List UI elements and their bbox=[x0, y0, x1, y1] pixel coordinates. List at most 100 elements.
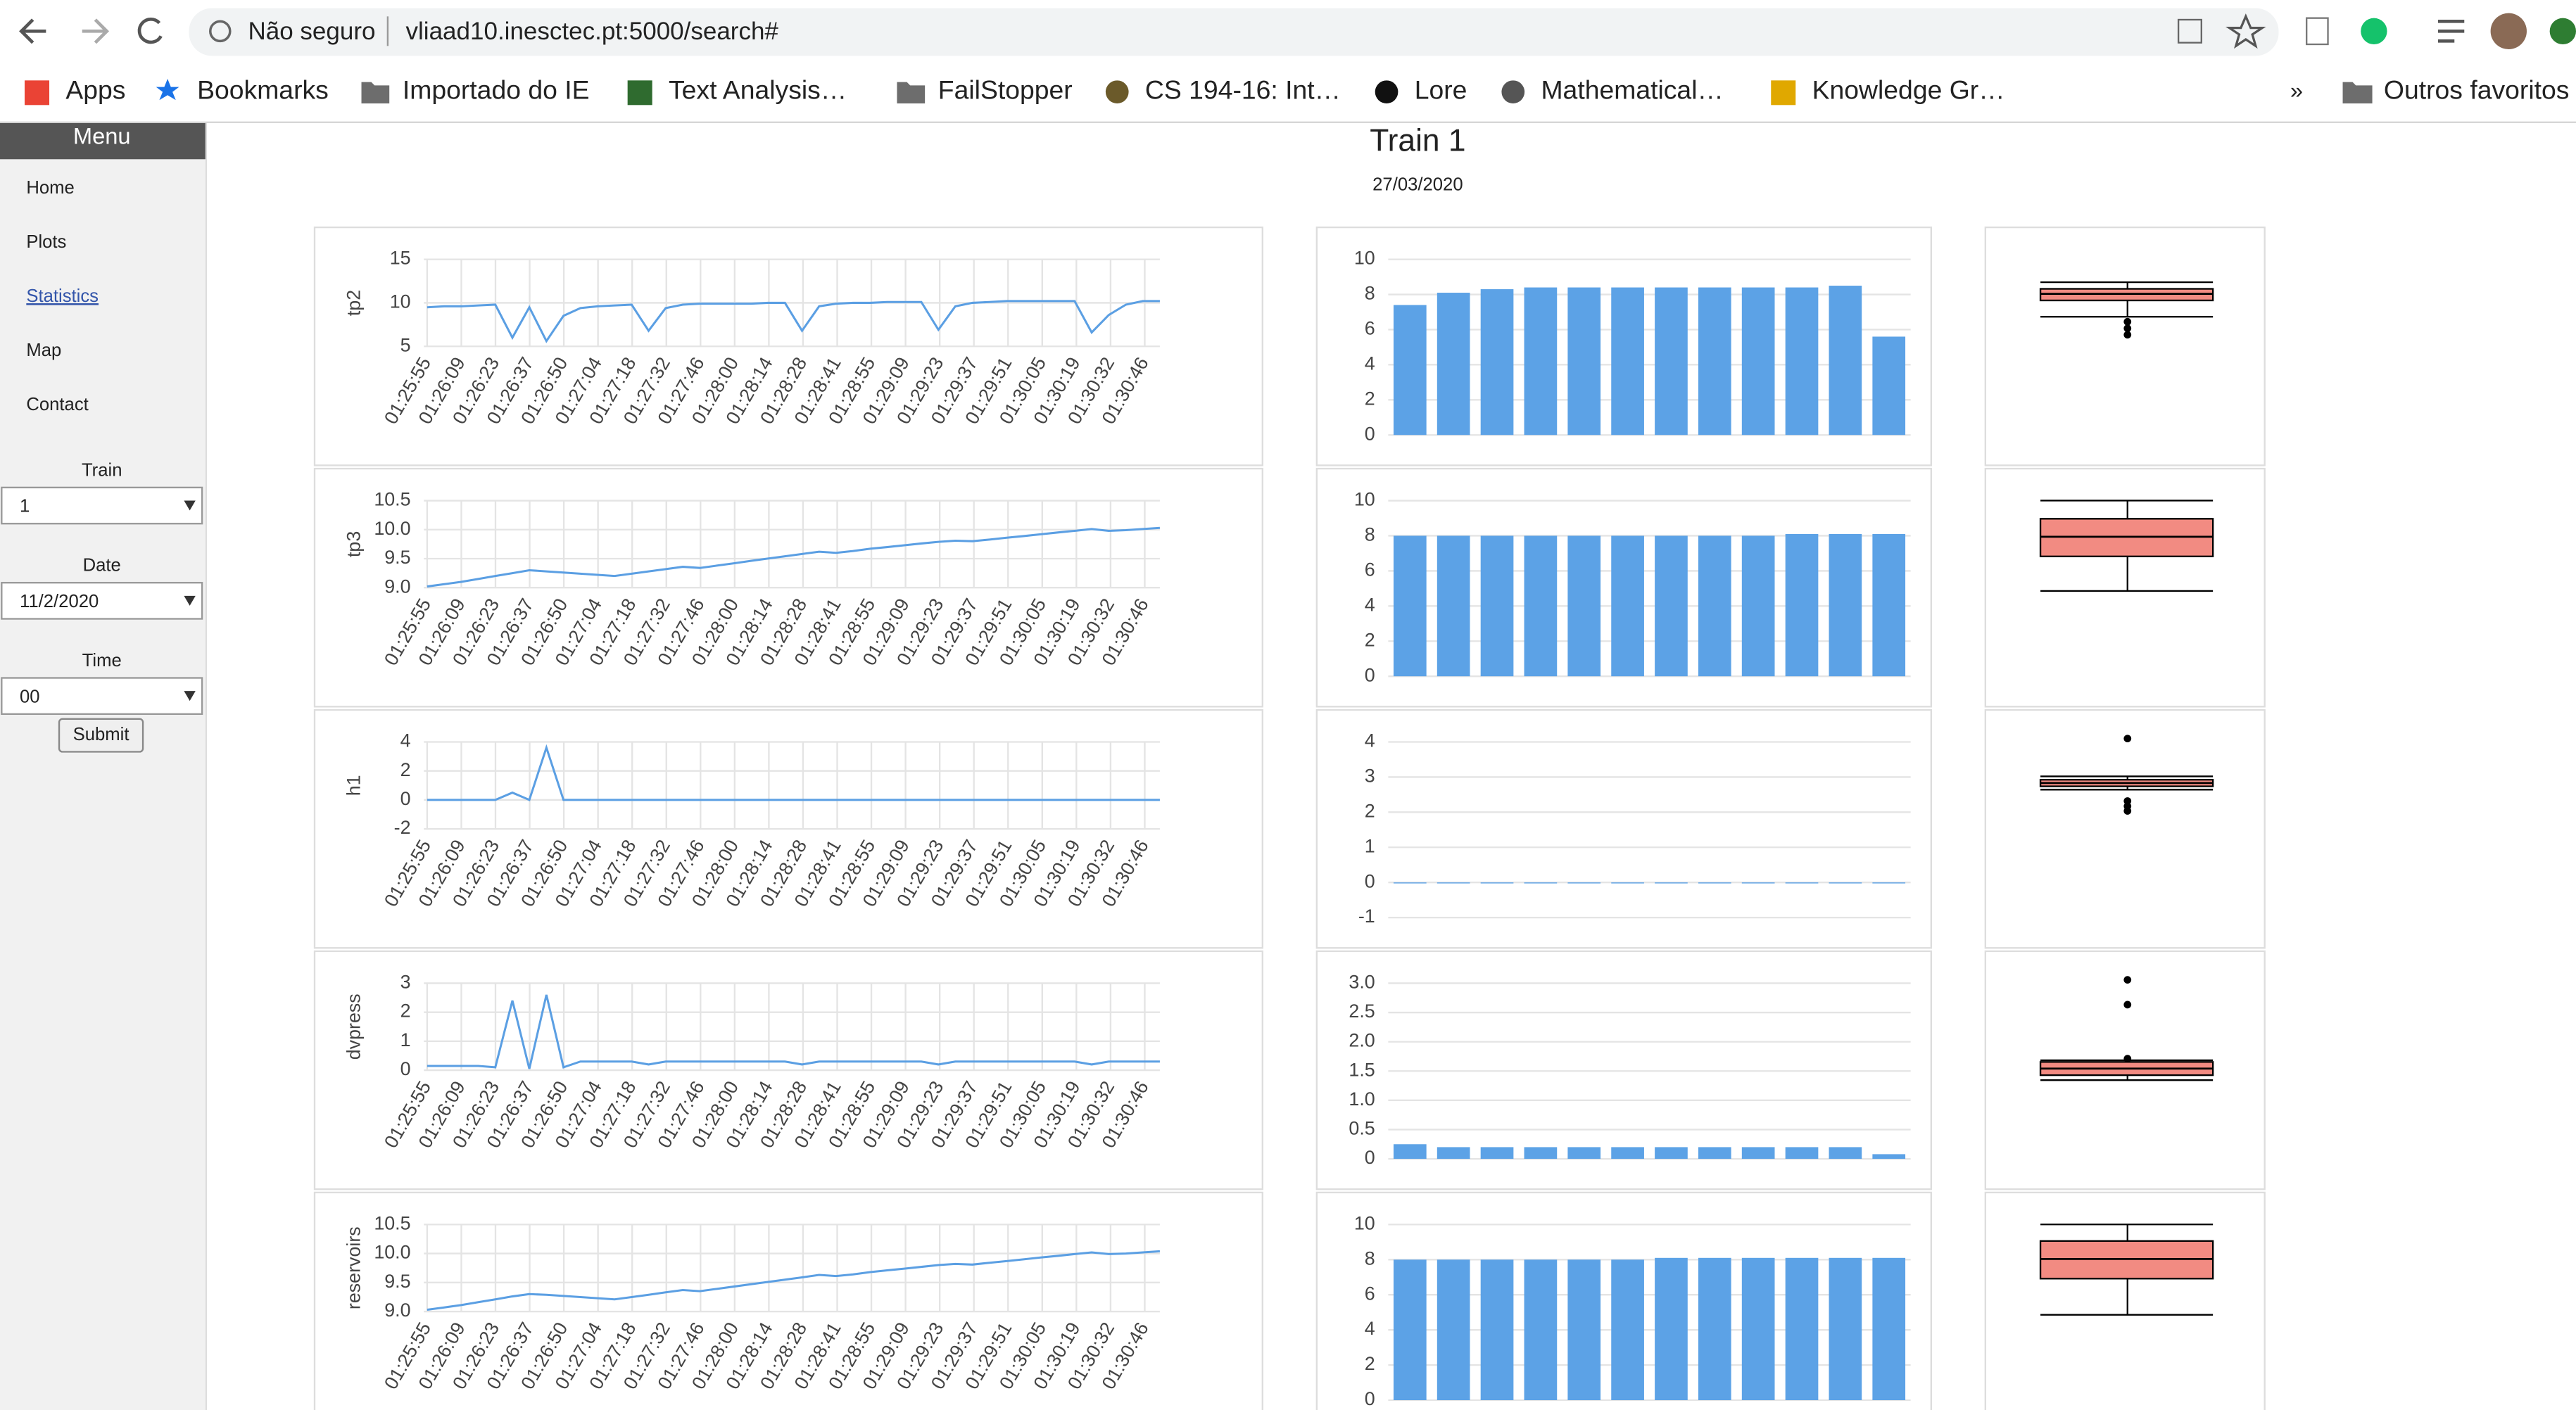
y-tick-label: 8 bbox=[1365, 1247, 1375, 1269]
y-tick-label: 6 bbox=[1365, 559, 1375, 580]
bar bbox=[1524, 1259, 1558, 1401]
y-tick-label: 2.5 bbox=[1349, 1001, 1375, 1022]
bookmarks-bar bbox=[0, 62, 2576, 122]
y-tick-label: 2 bbox=[400, 759, 411, 780]
bar bbox=[1785, 533, 1819, 677]
bookmarks: Apps Bookmarks Importado do IE Text Analysi… bbox=[25, 75, 2005, 106]
y-tick-label: -2 bbox=[394, 817, 411, 838]
y-tick-label: 2.0 bbox=[1349, 1030, 1375, 1051]
nav-link[interactable]: Plots bbox=[26, 232, 66, 252]
y-tick-label: 0 bbox=[1365, 870, 1375, 891]
y-axis-title: h1 bbox=[343, 775, 364, 796]
grammarly-icon[interactable] bbox=[2361, 18, 2387, 44]
y-tick-label: 10 bbox=[1354, 1212, 1375, 1233]
bar bbox=[1393, 882, 1427, 884]
bar bbox=[1437, 535, 1470, 677]
y-axis-title: tp3 bbox=[343, 531, 364, 557]
select-box[interactable] bbox=[1, 677, 203, 715]
media-icon[interactable] bbox=[2437, 19, 2465, 43]
bookmark-icon bbox=[156, 78, 179, 101]
other-bookmarks[interactable]: Outros favoritos bbox=[2384, 75, 2570, 105]
nav-link[interactable]: Home bbox=[26, 178, 74, 198]
bookmark[interactable]: CS 194-16: Int… bbox=[1145, 75, 1341, 105]
submit-label: Submit bbox=[73, 725, 130, 744]
y-tick-label: 1.0 bbox=[1349, 1088, 1375, 1110]
bar bbox=[1829, 1147, 1862, 1160]
profile-avatar[interactable] bbox=[2490, 13, 2527, 49]
menu-title: Menu bbox=[73, 123, 131, 149]
y-tick-label: 4 bbox=[1365, 1318, 1375, 1339]
update-icon[interactable] bbox=[2549, 18, 2576, 44]
bar bbox=[1393, 1144, 1427, 1160]
y-axis-title: reservoirs bbox=[343, 1226, 364, 1309]
info-icon[interactable] bbox=[209, 20, 232, 43]
bar bbox=[1655, 1147, 1688, 1160]
bar bbox=[1698, 1147, 1731, 1160]
bookmark[interactable]: FailStopper bbox=[938, 75, 1073, 105]
y-tick-label: -1 bbox=[1358, 906, 1375, 927]
select-value: 11/2/2020 bbox=[20, 592, 99, 611]
star-icon[interactable] bbox=[2225, 13, 2266, 49]
bookmark[interactable]: Mathematical… bbox=[1541, 75, 1723, 105]
address-bar[interactable] bbox=[189, 8, 2279, 56]
y-tick-label: 9.0 bbox=[384, 576, 410, 597]
select-box[interactable] bbox=[1, 582, 203, 620]
outlier bbox=[2123, 1001, 2132, 1009]
bar bbox=[1567, 1147, 1601, 1160]
bookmark[interactable]: Importado do IE bbox=[403, 75, 590, 105]
y-tick-label: 2 bbox=[1365, 1353, 1375, 1374]
bookmark-icon bbox=[1771, 80, 1796, 106]
y-tick-label: 8 bbox=[1365, 524, 1375, 545]
y-tick-label: 4 bbox=[1365, 594, 1375, 615]
select-arrow bbox=[184, 595, 196, 606]
translate-icon[interactable] bbox=[2177, 18, 2202, 44]
bar bbox=[1655, 882, 1688, 884]
outlier bbox=[2123, 317, 2132, 326]
more-bookmarks[interactable]: » bbox=[2290, 77, 2303, 103]
extension-icon[interactable] bbox=[2306, 17, 2329, 46]
bar bbox=[1524, 1147, 1558, 1160]
bar bbox=[1611, 1259, 1644, 1401]
bookmark[interactable]: Apps bbox=[65, 75, 125, 105]
back-button[interactable] bbox=[19, 18, 46, 44]
field-label: Train bbox=[82, 460, 122, 480]
line-series bbox=[427, 994, 1160, 1069]
bookmark-icon bbox=[627, 80, 652, 106]
bookmark-icon bbox=[1501, 80, 1525, 103]
bar bbox=[1393, 305, 1427, 436]
bar bbox=[1480, 1259, 1514, 1401]
bar bbox=[1655, 1257, 1688, 1401]
bookmark[interactable]: Knowledge Gr… bbox=[1812, 75, 2005, 105]
submit-button[interactable] bbox=[58, 718, 144, 753]
bookmark-icon bbox=[1375, 80, 1399, 103]
forward-button[interactable] bbox=[82, 18, 110, 44]
outlier bbox=[2123, 324, 2132, 333]
field-label: Time bbox=[82, 651, 122, 671]
nav-link[interactable]: Statistics bbox=[26, 286, 99, 306]
nav-link[interactable]: Map bbox=[26, 341, 61, 360]
y-tick-label: 15 bbox=[390, 248, 411, 269]
select-box[interactable] bbox=[1, 486, 203, 525]
bar bbox=[1393, 535, 1427, 677]
bar bbox=[1829, 286, 1862, 436]
bookmark[interactable]: Bookmarks bbox=[197, 75, 329, 105]
bar bbox=[1872, 882, 1906, 884]
bookmark[interactable]: Text Analysis… bbox=[669, 75, 847, 105]
bar bbox=[1655, 287, 1688, 436]
nav-link[interactable]: Contact bbox=[26, 395, 88, 414]
line-series bbox=[427, 526, 1161, 588]
page-date: 27/03/2020 bbox=[1372, 174, 1463, 194]
bar bbox=[1872, 533, 1906, 677]
bookmark[interactable]: Lore bbox=[1415, 75, 1467, 105]
reload-button[interactable] bbox=[137, 17, 163, 44]
sidebar bbox=[0, 122, 206, 1410]
bar bbox=[1741, 1147, 1775, 1160]
y-tick-label: 4 bbox=[1365, 352, 1375, 374]
y-tick-label: 1 bbox=[1365, 835, 1375, 856]
bar bbox=[1567, 535, 1601, 677]
bar bbox=[1655, 535, 1688, 677]
menu-header bbox=[0, 122, 206, 160]
chart-panel bbox=[313, 1191, 1263, 1410]
